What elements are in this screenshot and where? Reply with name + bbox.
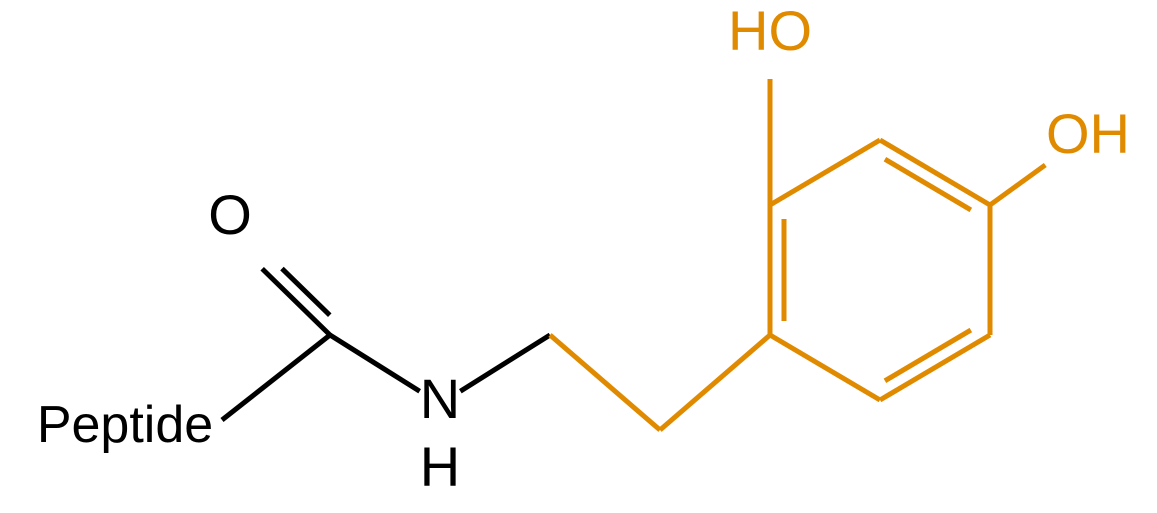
bond-layer [222, 79, 1045, 430]
label-peptide: Peptide [37, 396, 213, 454]
label-layer: Peptide N H O HO OH [37, 0, 1130, 498]
label-hydroxyl-right: OH [1046, 102, 1130, 165]
label-oxygen-double: O [208, 183, 252, 246]
molecule-diagram: Peptide N H O HO OH [0, 0, 1157, 513]
label-hydroxyl-top: HO [728, 0, 812, 62]
label-hydrogen-under-n: H [420, 435, 460, 498]
label-nitrogen: N [420, 367, 460, 430]
